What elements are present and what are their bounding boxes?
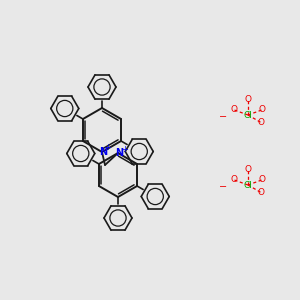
Text: N: N xyxy=(115,148,123,158)
Text: O: O xyxy=(257,188,265,197)
Text: −: − xyxy=(219,182,227,192)
Text: O: O xyxy=(244,166,251,175)
Text: Cl: Cl xyxy=(244,110,252,119)
Text: O: O xyxy=(230,176,237,184)
Text: O: O xyxy=(259,176,266,184)
Text: O: O xyxy=(244,95,251,104)
Text: −: − xyxy=(219,112,227,122)
Text: O: O xyxy=(259,105,266,114)
Text: N: N xyxy=(99,147,107,157)
Text: +: + xyxy=(122,145,128,154)
Text: O: O xyxy=(230,105,237,114)
Text: O: O xyxy=(257,118,265,127)
Text: +: + xyxy=(105,143,111,152)
Text: Cl: Cl xyxy=(244,181,252,190)
